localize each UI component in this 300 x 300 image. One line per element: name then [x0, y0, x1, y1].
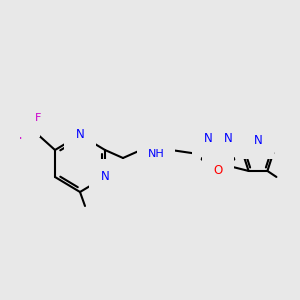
Text: O: O [213, 164, 223, 178]
Text: F: F [19, 131, 25, 141]
Text: F: F [23, 116, 29, 126]
Text: N: N [100, 170, 109, 184]
Text: N: N [204, 132, 212, 145]
Text: N: N [76, 128, 84, 142]
Text: NH: NH [148, 149, 164, 159]
Text: N: N [224, 132, 232, 145]
Text: F: F [35, 113, 41, 123]
Text: N: N [254, 134, 262, 148]
